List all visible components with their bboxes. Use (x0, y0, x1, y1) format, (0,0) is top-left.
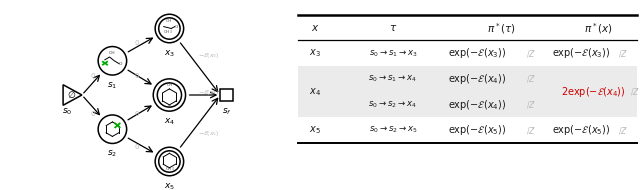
Text: $\exp(-\mathcal{E}(x_3))$: $\exp(-\mathcal{E}(x_3))$ (449, 46, 507, 60)
Text: $s_2$: $s_2$ (108, 149, 118, 159)
Text: $\pi^*(\tau)$: $\pi^*(\tau)$ (487, 21, 516, 36)
Text: $x_4$: $x_4$ (164, 116, 175, 127)
Text: $s_1$: $s_1$ (108, 80, 118, 91)
Text: $x_3$: $x_3$ (164, 48, 175, 59)
Text: 0: 0 (134, 40, 139, 46)
Text: OH: OH (109, 51, 116, 55)
Circle shape (98, 47, 127, 75)
Text: $\mathrm{CH_3}$: $\mathrm{CH_3}$ (163, 28, 172, 36)
Text: $s_0 \to s_2 \to x_5$: $s_0 \to s_2 \to x_5$ (369, 125, 417, 135)
Text: $2\exp(-\mathcal{E}(x_4))$: $2\exp(-\mathcal{E}(x_4))$ (561, 85, 625, 99)
Text: $\mathrm{CH_3}$: $\mathrm{CH_3}$ (164, 165, 174, 173)
Text: $x$: $x$ (311, 23, 319, 33)
Text: $-\mathcal{E}(x_4)$: $-\mathcal{E}(x_4)$ (198, 88, 219, 97)
Text: $\tau$: $\tau$ (388, 23, 397, 33)
Text: $x_5$: $x_5$ (309, 124, 321, 136)
Text: $-\mathcal{E}(x_5)$: $-\mathcal{E}(x_5)$ (198, 128, 219, 138)
Text: $\exp(-\mathcal{E}(x_3))$: $\exp(-\mathcal{E}(x_3))$ (552, 46, 611, 60)
Text: $s_0 \to s_1 \to x_3$: $s_0 \to s_1 \to x_3$ (369, 48, 417, 59)
Text: $\exp(-\mathcal{E}(x_4))$: $\exp(-\mathcal{E}(x_4))$ (449, 72, 507, 86)
Text: OH: OH (165, 19, 172, 23)
Text: $\!/Z\!^{\prime}$: $\!/Z\!^{\prime}$ (618, 48, 628, 59)
Text: $s_0$: $s_0$ (62, 107, 72, 117)
Text: O: O (175, 25, 178, 28)
Text: $s_f$: $s_f$ (221, 106, 231, 117)
Text: $\varnothing$: $\varnothing$ (67, 89, 76, 101)
Text: 0: 0 (134, 111, 139, 117)
Text: $\!/Z\!^{\prime}$: $\!/Z\!^{\prime}$ (526, 74, 536, 84)
Text: $\!/Z\!^{\prime}$: $\!/Z\!^{\prime}$ (526, 48, 536, 59)
Text: $\!/Z\!^{\prime}$: $\!/Z\!^{\prime}$ (526, 99, 536, 110)
Text: O: O (168, 104, 171, 108)
Text: $\pi^*(x)$: $\pi^*(x)$ (584, 21, 613, 36)
Text: 0: 0 (134, 144, 139, 150)
Text: 0: 0 (90, 73, 95, 79)
Circle shape (98, 115, 127, 143)
Circle shape (153, 79, 186, 111)
Text: OH: OH (166, 82, 173, 86)
Polygon shape (63, 85, 82, 105)
Text: $x_5$: $x_5$ (164, 181, 175, 190)
Text: $\exp(-\mathcal{E}(x_5))$: $\exp(-\mathcal{E}(x_5))$ (552, 123, 611, 137)
Text: O: O (118, 62, 122, 66)
Text: $\exp(-\mathcal{E}(x_5))$: $\exp(-\mathcal{E}(x_5))$ (449, 123, 507, 137)
Text: $s_0 \to s_1 \to x_4$: $s_0 \to s_1 \to x_4$ (369, 74, 417, 84)
Text: 0: 0 (134, 73, 139, 79)
Bar (298, 66, 637, 117)
Text: $\!/Z\!^{\prime}$: $\!/Z\!^{\prime}$ (630, 86, 640, 97)
Text: $-\mathcal{E}(x_3)$: $-\mathcal{E}(x_3)$ (198, 51, 219, 60)
Text: $x_3$: $x_3$ (309, 47, 321, 59)
Text: 0: 0 (90, 111, 95, 117)
Text: $\!/Z\!^{\prime}$: $\!/Z\!^{\prime}$ (526, 125, 536, 136)
Bar (220, 89, 232, 101)
Circle shape (155, 14, 184, 43)
Text: $\!/Z\!^{\prime}$: $\!/Z\!^{\prime}$ (618, 125, 628, 136)
Circle shape (155, 147, 184, 176)
Text: $\exp(-\mathcal{E}(x_4))$: $\exp(-\mathcal{E}(x_4))$ (449, 98, 507, 112)
Text: $x_4$: $x_4$ (309, 86, 321, 98)
Text: $s_0 \to s_2 \to x_4$: $s_0 \to s_2 \to x_4$ (369, 99, 417, 110)
